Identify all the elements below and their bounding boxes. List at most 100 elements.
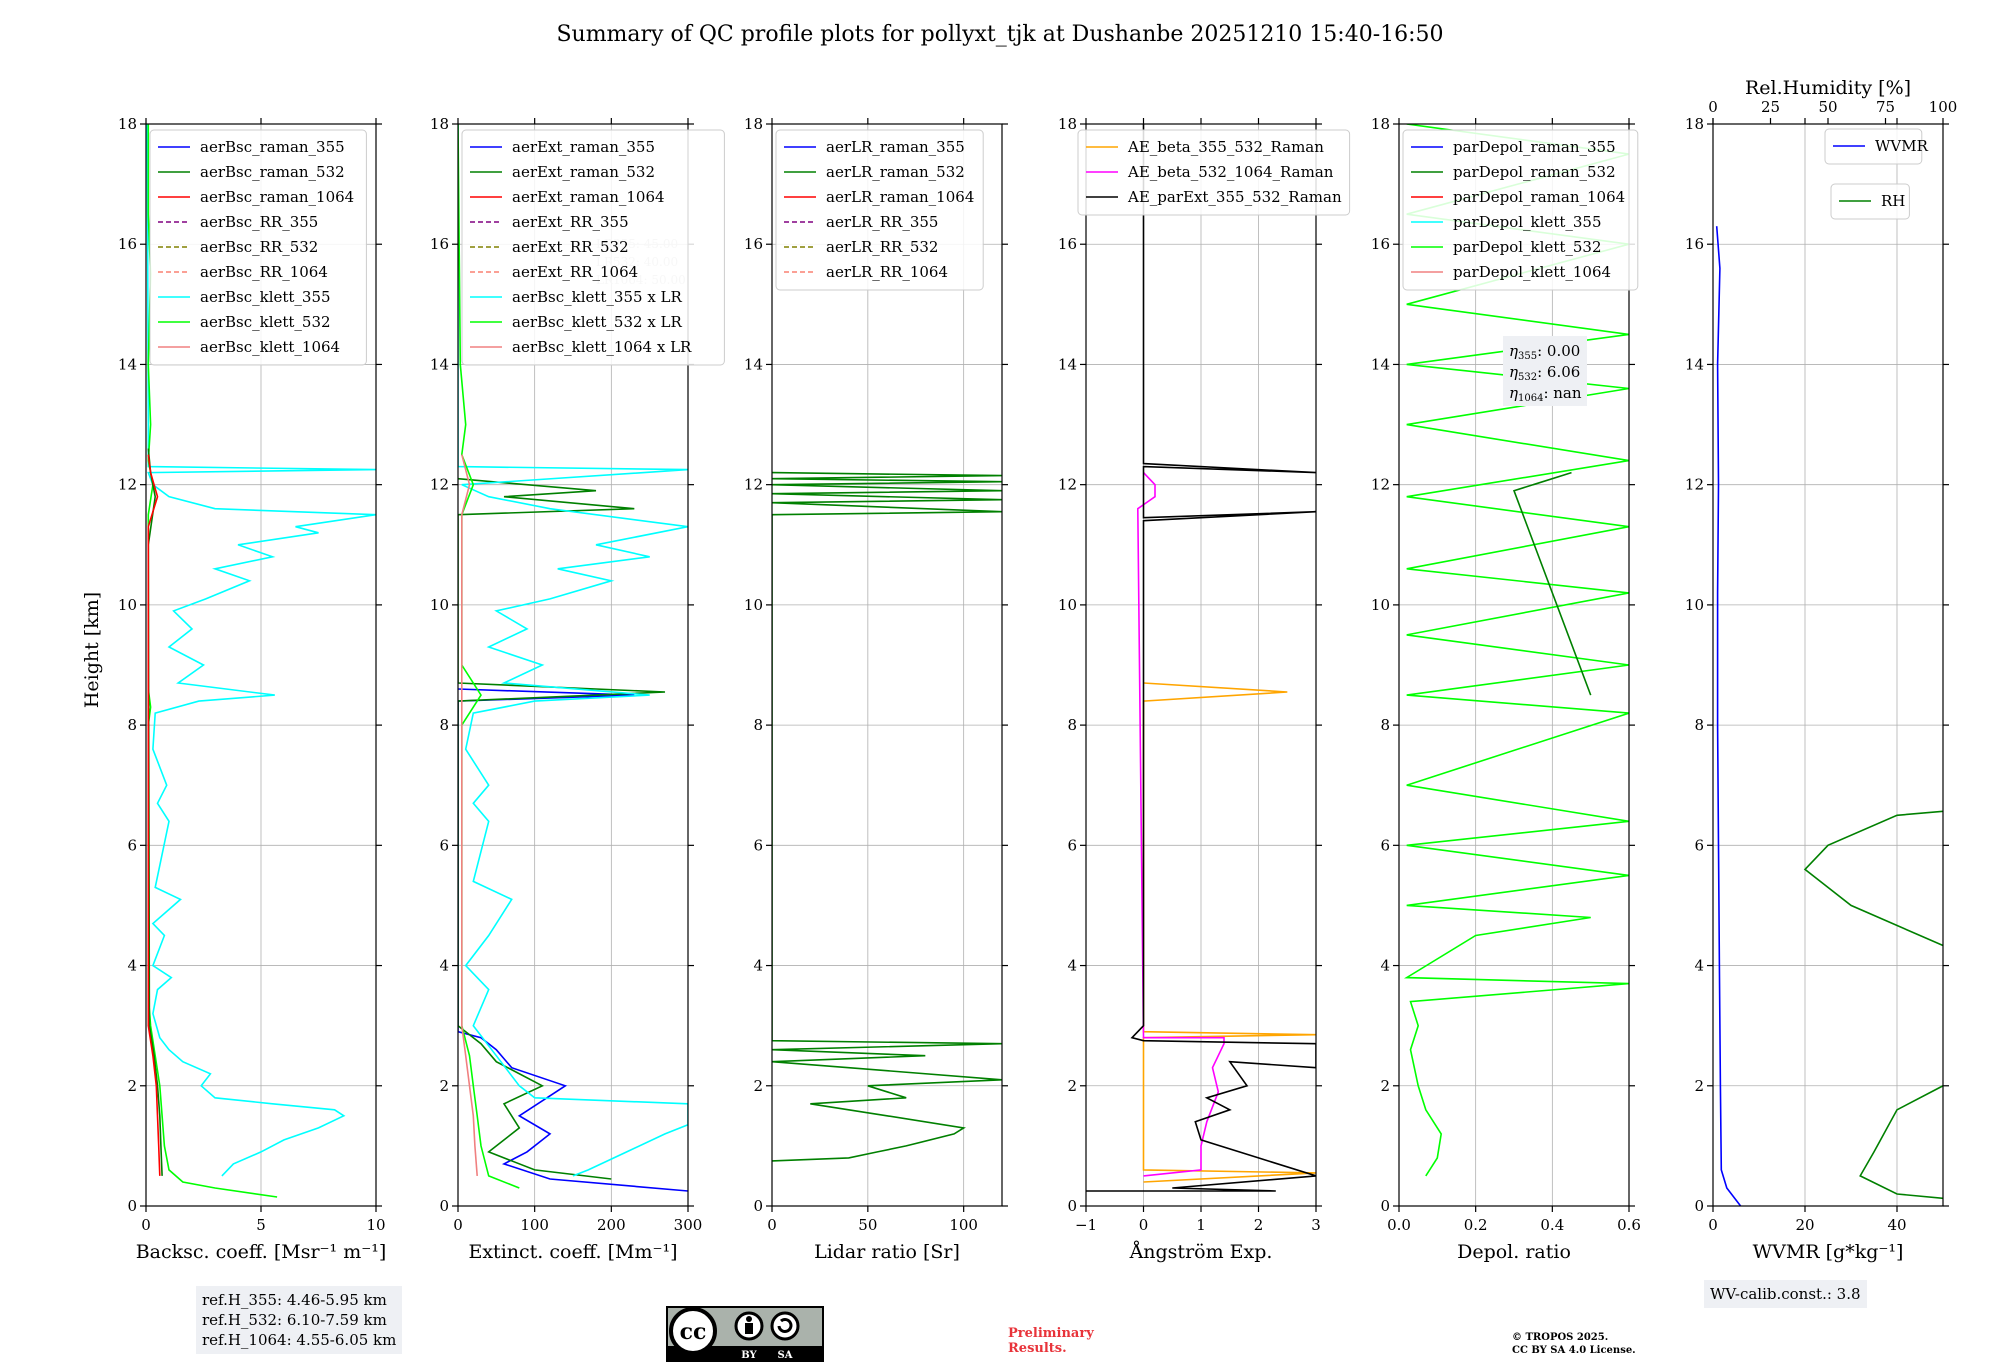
copyright-note: © TROPOS 2025. CC BY SA 4.0 License. [1512, 1331, 1636, 1357]
xtick-label-depol-3: 0.6 [1617, 1216, 1641, 1234]
ytick-label-bsc-9: 18 [118, 115, 137, 133]
panel-lr: 0 2 4 6 8 10 12 14 16 18 0 50 100 Lidar ratio [Sr] aer… [744, 115, 1008, 1263]
ytick-label-ext-6: 12 [430, 476, 449, 494]
cc-by-sa-logo: cc BY SA [666, 1306, 824, 1362]
xtick-label-wv-1: 20 [1795, 1216, 1814, 1234]
ytick-label-ae-5: 10 [1058, 596, 1077, 614]
eta-box-bg [1503, 336, 1587, 406]
ytick-label-ext-3: 6 [439, 836, 449, 854]
legend-bsc-label-6: aerBsc_klett_355 [200, 288, 331, 306]
series-ext-0 [458, 688, 688, 1192]
xtick-label-depol-1: 0.2 [1464, 1216, 1488, 1234]
ytick-label-depol-5: 10 [1371, 596, 1390, 614]
legend-bsc-label-1: aerBsc_raman_532 [200, 163, 345, 181]
ytick-label-ext-0: 0 [439, 1197, 449, 1215]
legend-ext-label-3: aerExt_RR_355 [512, 213, 629, 231]
legend-lr: aerLR_raman_355 aerLR_raman_532 aerLR_rama… [775, 129, 984, 291]
xtick-label-ae-2: 1 [1196, 1216, 1206, 1234]
ytick-label-depol-8: 16 [1371, 235, 1390, 253]
copyright-line-2: CC BY SA 4.0 License. [1512, 1345, 1636, 1356]
ytick-label-ae-3: 6 [1067, 836, 1077, 854]
ytick-label-depol-4: 8 [1380, 716, 1390, 734]
ytick-label-lr-0: 0 [753, 1197, 763, 1215]
ytick-label-depol-1: 2 [1380, 1077, 1390, 1095]
ytick-label-bsc-5: 10 [118, 596, 137, 614]
ytick-label-ae-9: 18 [1058, 115, 1077, 133]
preliminary-line-2: Results. [1008, 1341, 1067, 1356]
legend-lr-label-4: aerLR_RR_532 [826, 238, 938, 256]
ytick-label-wv-4: 8 [1694, 716, 1704, 734]
legend-lr-label-0: aerLR_raman_355 [826, 138, 965, 156]
xtick-label-ext-0: 0 [453, 1216, 463, 1234]
xlabel-lr: Lidar ratio [Sr] [814, 1241, 960, 1263]
ytick-label-bsc-4: 8 [127, 716, 137, 734]
legend-ae-label-0: AE_beta_355_532_Raman [1127, 138, 1324, 156]
ytick-label-ae-1: 2 [1067, 1077, 1077, 1095]
eta-1064: η1064: nan [1509, 384, 1582, 404]
series-wv-1 [1803, 810, 1943, 1200]
panel-ext: 0 2 4 6 8 10 12 14 16 18 0 100 200 300 Extinct. coeff.… [430, 115, 725, 1263]
legend-ext: aerExt_raman_355 aerExt_raman_532 aerExt_r… [461, 129, 725, 366]
xtick-label-lr-2: 100 [949, 1216, 978, 1234]
xlabel-wv: WVMR [g*kg⁻¹] [1753, 1241, 1904, 1263]
ref-h-532: ref.H_532: 6.10-7.59 km [202, 1311, 387, 1329]
legend-depol-label-3: parDepol_klett_355 [1453, 213, 1602, 231]
series-lr-0 [772, 471, 1002, 1162]
legend-bsc-label-2: aerBsc_raman_1064 [200, 188, 354, 206]
legend-wv-wvmr: WVMR [1824, 128, 1929, 165]
ref-height-box: ref.H_355: 4.46-5.95 km ref.H_532: 6.10-… [196, 1286, 403, 1354]
ytick-label-ae-0: 0 [1067, 1197, 1077, 1215]
xtick-label-wv-0: 0 [1708, 1216, 1718, 1234]
copyright-line-1: © TROPOS 2025. [1512, 1332, 1609, 1343]
xtick-label-ae-4: 3 [1311, 1216, 1321, 1234]
ytick-label-lr-3: 6 [753, 836, 763, 854]
series-group-ae [1086, 124, 1316, 1192]
xlabel-ae: Ångström Exp. [1129, 1241, 1273, 1263]
xtick-label-wv-2: 40 [1887, 1216, 1906, 1234]
ytick-label-depol-7: 14 [1371, 355, 1390, 373]
top-xlabel: Rel.Humidity [%] [1745, 77, 1911, 99]
ytick-label-wv-3: 6 [1694, 836, 1704, 854]
ytick-label-ext-4: 8 [439, 716, 449, 734]
series-depol-0 [1403, 124, 1629, 1177]
series-group-depol [1403, 124, 1629, 1177]
legend-ext-label-6: aerBsc_klett_355 x LR [512, 288, 683, 306]
legend-ext-label-4: aerExt_RR_532 [512, 238, 629, 256]
series-ext-3 [458, 124, 520, 1189]
legend-lr-frame [775, 129, 984, 291]
top-xtick-label-1: 25 [1761, 98, 1780, 116]
wv-calib-text: WV-calib.const.: 3.8 [1710, 1285, 1861, 1303]
ytick-label-ext-8: 16 [430, 235, 449, 253]
series-ae-1 [1136, 472, 1225, 1177]
xlabel-ext: Extinct. coeff. [Mm⁻¹] [468, 1241, 677, 1263]
xtick-label-ext-1: 100 [520, 1216, 549, 1234]
frame-ext [457, 123, 689, 1207]
figure-title: Summary of QC profile plots for pollyxt_… [556, 22, 1444, 47]
legend-ext-label-7: aerBsc_klett_532 x LR [512, 313, 683, 331]
series-bsc-2 [147, 448, 163, 1176]
xtick-label-ae-0: −1 [1075, 1216, 1097, 1234]
ytick-label-depol-0: 0 [1380, 1197, 1390, 1215]
ytick-label-depol-9: 18 [1371, 115, 1390, 133]
legend-wv-wvmr-frame [1824, 128, 1923, 165]
ytick-label-wv-6: 12 [1685, 476, 1704, 494]
xtick-label-ext-3: 300 [674, 1216, 703, 1234]
svg-text:cc: cc [680, 1319, 707, 1345]
ref-h-1064: ref.H_1064: 4.55-6.05 km [202, 1331, 397, 1349]
ytick-label-wv-9: 18 [1685, 115, 1704, 133]
legend-depol-label-0: parDepol_raman_355 [1453, 138, 1616, 156]
xtick-label-bsc-2: 10 [366, 1216, 385, 1234]
top-xtick-label-3: 75 [1876, 98, 1895, 116]
xlabel-depol: Depol. ratio [1457, 1241, 1571, 1263]
legend-wv-wvmr-label-0: WVMR [1875, 137, 1929, 155]
ytick-label-wv-7: 14 [1685, 355, 1704, 373]
xtick-label-depol-2: 0.4 [1540, 1216, 1564, 1234]
ytick-label-lr-7: 14 [744, 355, 763, 373]
top-xtick-label-0: 0 [1708, 98, 1718, 116]
ytick-label-bsc-2: 4 [127, 957, 137, 975]
ytick-label-ext-9: 18 [430, 115, 449, 133]
series-ext-4 [461, 454, 478, 1176]
legend-ae-label-2: AE_parExt_355_532_Raman [1127, 188, 1342, 206]
ytick-label-lr-8: 16 [744, 235, 763, 253]
